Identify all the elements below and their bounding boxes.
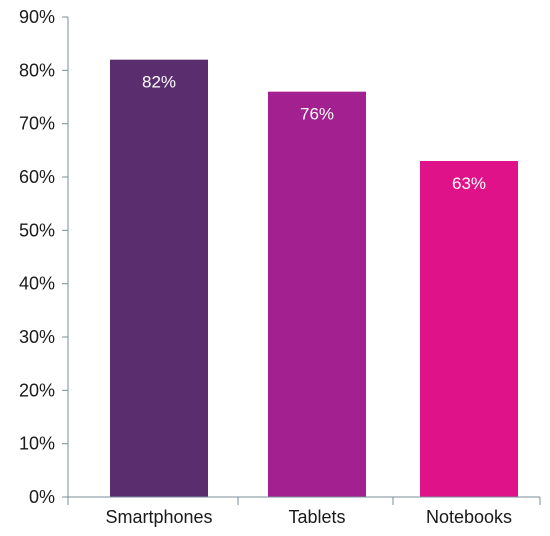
y-tick-label: 30%: [19, 327, 55, 347]
data-label: 63%: [452, 174, 486, 193]
y-tick-label: 90%: [19, 7, 55, 27]
y-tick-label: 10%: [19, 434, 55, 454]
bars-group: [110, 59, 518, 498]
y-tick-label: 60%: [19, 167, 55, 187]
axes-group: [62, 16, 541, 505]
x-category-label: Tablets: [288, 507, 345, 527]
data-label: 76%: [300, 105, 334, 124]
y-tick-label: 40%: [19, 274, 55, 294]
y-tick-label: 70%: [19, 114, 55, 134]
y-tick-label: 20%: [19, 380, 55, 400]
data-label: 82%: [142, 73, 176, 92]
bar-notebooks: [420, 161, 518, 497]
labels-group: 0% 10% 20% 30% 40% 50% 60% 70% 80% 90% 82% Smartpho…: [19, 7, 512, 527]
x-category-label: Smartphones: [105, 507, 212, 527]
bar-tablets: [268, 91, 366, 498]
bar-smartphones: [110, 59, 208, 498]
y-tick-label: 80%: [19, 60, 55, 80]
y-tick-label: 50%: [19, 220, 55, 240]
x-category-label: Notebooks: [426, 507, 512, 527]
y-tick-label: 0%: [29, 487, 55, 507]
